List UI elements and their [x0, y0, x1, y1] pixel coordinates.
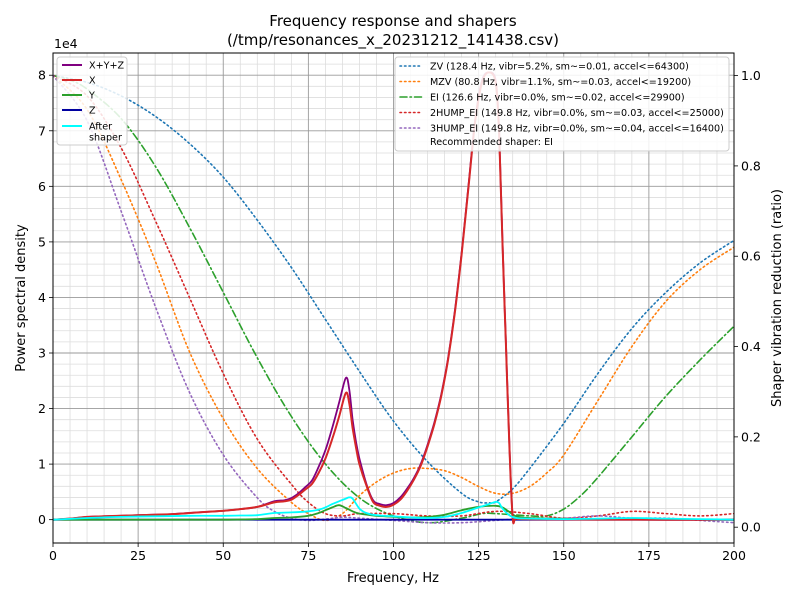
y-offset-label: 1e4	[54, 36, 78, 51]
legend-psd-label: Z	[89, 106, 96, 117]
legend-shaper-label: 3HUMP_EI (149.8 Hz, vibr=0.0%, sm~=0.04,…	[430, 124, 724, 135]
legend-shapers: Recommended shaper: EI ZV (128.4 Hz, vib…	[394, 56, 730, 152]
y2-tick-label: 0.2	[741, 429, 761, 444]
y2-axis-ticks: 0.0 0.2 0.4 0.6 0.8 1.0	[734, 68, 761, 535]
y-tick-label: 6	[38, 179, 46, 194]
recommended-shaper-text: Recommended shaper: EI	[430, 137, 553, 148]
legend-psd-label: Y	[88, 91, 95, 102]
x-tick-label: 125	[467, 548, 491, 563]
x-axis-ticks: 0 25 50 75 100 125 150 175 200	[49, 543, 746, 563]
x-tick-label: 75	[300, 548, 316, 563]
legend-shaper-label: ZV (128.4 Hz, vibr=5.2%, sm~=0.01, accel…	[430, 62, 689, 73]
shaper-line-2hump_ei	[53, 74, 734, 520]
chart-subtitle: (/tmp/resonances_x_20231212_141438.csv)	[227, 31, 559, 50]
shaper-line-mzv	[53, 74, 734, 522]
shaper-curves	[53, 74, 734, 524]
legend-shapers-box	[394, 56, 730, 152]
y-tick-label: 1	[38, 457, 46, 472]
y2-tick-label: 0.4	[741, 339, 761, 354]
y-tick-label: 7	[38, 123, 46, 138]
y2-axis-label: Shaper vibration reduction (ratio)	[770, 189, 785, 407]
legend-psd-label: shaper	[89, 133, 122, 144]
x-tick-label: 25	[130, 548, 146, 563]
shaper-line-ei	[53, 74, 734, 524]
y-tick-label: 2	[38, 401, 46, 416]
x-tick-label: 50	[215, 548, 231, 563]
legend-shaper-label: 2HUMP_EI (149.8 Hz, vibr=0.0%, sm~=0.03,…	[430, 108, 724, 119]
x-tick-label: 0	[49, 548, 57, 563]
x-tick-label: 150	[552, 548, 576, 563]
shaper-line-zv	[53, 74, 734, 505]
psd-line-x	[53, 71, 734, 525]
x-tick-label: 175	[637, 548, 661, 563]
y-tick-label: 5	[38, 234, 46, 249]
legend-psd-label: After	[89, 122, 112, 133]
y-tick-label: 0	[38, 512, 46, 527]
y-tick-label: 8	[38, 68, 46, 83]
y2-tick-label: 0.0	[741, 520, 761, 535]
y2-tick-label: 0.8	[741, 158, 761, 173]
shaper-line-3hump_ei	[53, 74, 734, 524]
x-axis-label: Frequency, Hz	[347, 571, 439, 586]
y-tick-label: 3	[38, 346, 46, 361]
y2-tick-label: 0.6	[741, 249, 761, 264]
y-axis-label: Power spectral density	[14, 224, 29, 372]
legend-shaper-label: EI (126.6 Hz, vibr=0.0%, sm~=0.02, accel…	[430, 93, 685, 104]
x-tick-label: 100	[382, 548, 406, 563]
psd-line-after-shaper	[53, 496, 734, 521]
y-tick-label: 4	[38, 290, 46, 305]
chart-title: Frequency response and shapers	[269, 12, 517, 30]
legend-psd-label: X+Y+Z	[89, 61, 125, 72]
legend-shaper-label: MZV (80.8 Hz, vibr=1.1%, sm~=0.03, accel…	[430, 77, 691, 88]
x-tick-label: 200	[722, 548, 746, 563]
legend-psd-label: X	[89, 76, 96, 87]
y2-tick-label: 1.0	[741, 68, 761, 83]
psd-line-y	[53, 504, 734, 521]
psd-curves	[53, 71, 734, 525]
y-axis-ticks: 0 1 2 3 4 5 6 7 8	[38, 68, 53, 527]
